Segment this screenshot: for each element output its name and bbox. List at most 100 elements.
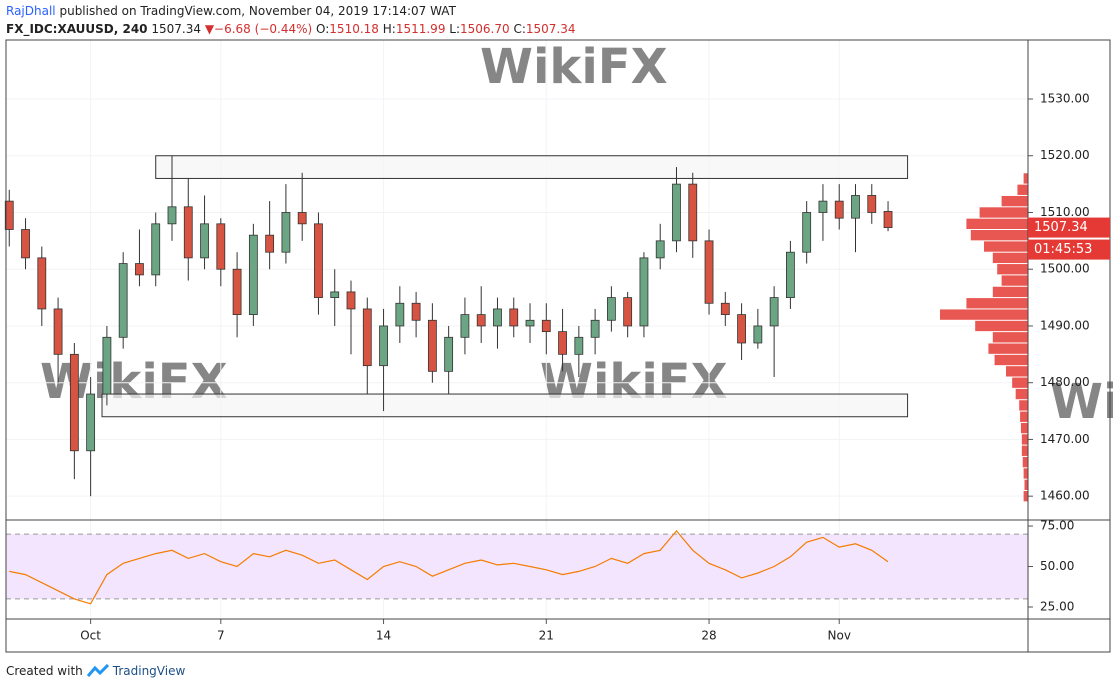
candle-body (4, 200, 14, 230)
volume-profile-bar (997, 264, 1028, 275)
volume-profile-bar (1015, 388, 1028, 400)
candle-body (69, 353, 79, 452)
symbol: FX_IDC:XAUUSD, 240 (6, 22, 148, 36)
candle-body (444, 336, 454, 372)
volume-profile-bar (979, 207, 1028, 218)
arrow: ▼ (204, 22, 215, 36)
candle-body (37, 257, 47, 310)
y-tick-label: 1500.00 (1040, 262, 1090, 276)
x-tick-label: Nov (828, 629, 851, 643)
x-tick-label: 21 (539, 629, 554, 643)
ohlc-value: 1506.70 (460, 22, 510, 36)
countdown: 01:45:53 (1034, 242, 1092, 257)
candle-body (183, 206, 193, 259)
volume-profile-bar (1021, 445, 1028, 456)
x-tick-label: Oct (80, 629, 101, 643)
candle-body (102, 336, 112, 395)
x-tick-label: 14 (376, 629, 391, 643)
candle-body (476, 314, 486, 327)
zone (155, 155, 909, 179)
candle-body (330, 291, 340, 298)
y-tick-label: 1520.00 (1040, 148, 1090, 162)
volume-profile-bar (970, 230, 1028, 241)
candle-body (867, 195, 877, 213)
volume-profile-bar (1023, 173, 1028, 184)
ohlc-label: C: (513, 22, 526, 36)
candle-body (460, 314, 470, 338)
header-line-2: FX_IDC:XAUUSD, 240 1507.34 ▼−6.68 (−0.44… (6, 22, 576, 36)
footer-brand[interactable]: TradingView (112, 664, 186, 678)
candle-body (427, 319, 437, 372)
candle-body (786, 251, 795, 298)
candle-body (851, 195, 860, 219)
candle-body (769, 297, 779, 327)
zone (101, 393, 909, 418)
candle-body (200, 223, 209, 259)
candle-body (281, 212, 291, 253)
logo (86, 664, 109, 677)
candle-body (655, 240, 665, 259)
last-price: 1507.34 (151, 22, 201, 36)
candle-body (314, 223, 323, 298)
ohlc-label: H: (382, 22, 396, 36)
header-line-1: RajDhall published on TradingView.com, N… (6, 4, 456, 18)
y-tick-label: 50.00 (1040, 559, 1074, 573)
volume-profile-bar (1020, 411, 1028, 422)
candle-body (395, 302, 405, 327)
volume-profile-bar (1024, 479, 1028, 490)
published: published on TradingView.com, November 0… (59, 4, 456, 18)
candle-body (135, 263, 144, 276)
y-tick-label: 75.00 (1040, 519, 1074, 533)
candle-body (590, 319, 600, 338)
candle-body (86, 393, 96, 452)
x-tick-label: 28 (701, 629, 716, 643)
frame (5, 39, 1111, 653)
candle-body (118, 263, 128, 338)
candle-body (362, 308, 372, 367)
candle-body (297, 212, 307, 225)
volume-profile-bar (1001, 195, 1028, 207)
volume-profile-bar (966, 218, 1028, 230)
candle-body (167, 206, 177, 225)
candle-body (688, 183, 698, 242)
author[interactable]: RajDhall (6, 4, 56, 18)
volume-profile-bar (975, 320, 1028, 332)
candle-body (493, 308, 502, 327)
candle-body (379, 325, 388, 367)
volume-profile-bar (1017, 184, 1028, 195)
candle-body (883, 211, 893, 228)
candle-body (541, 319, 551, 333)
candle-body (818, 200, 828, 213)
candle-body (21, 229, 30, 259)
volume-profile-bar (1021, 434, 1028, 445)
ohlc-value: 1511.99 (395, 22, 446, 36)
watermark: WikiFX (1050, 374, 1113, 430)
y-tick-label: 1480.00 (1040, 375, 1090, 389)
ohlc-value: 1507.34 (525, 22, 576, 36)
volume-profile-bar (1020, 422, 1028, 434)
candle-body (720, 302, 730, 316)
candle-body (639, 257, 649, 327)
volume-profile-bar (992, 286, 1028, 298)
y-tick-label: 25.00 (1040, 600, 1074, 614)
volume-profile-bar (1012, 377, 1028, 388)
y-tick-label: 1490.00 (1040, 318, 1090, 332)
candle-body (606, 297, 616, 321)
volume-profile-bar (992, 252, 1028, 264)
y-tick-label: 1460.00 (1040, 489, 1090, 503)
volume-profile-bar (1023, 468, 1028, 479)
volume-profile-bar (1023, 490, 1028, 502)
y-tick-label: 1530.00 (1040, 92, 1090, 106)
price-label: 1507.34 (1034, 220, 1088, 235)
x-tick-label: 7 (217, 629, 225, 643)
volume-profile-bar (992, 332, 1028, 343)
volume-profile-bar (1006, 366, 1028, 377)
candle-body (558, 331, 567, 355)
ohlc-label: O: (316, 22, 330, 36)
candle-body (834, 200, 844, 219)
volume-profile-bar (1001, 275, 1028, 286)
candle-body (232, 268, 242, 316)
candle-body (525, 319, 535, 327)
